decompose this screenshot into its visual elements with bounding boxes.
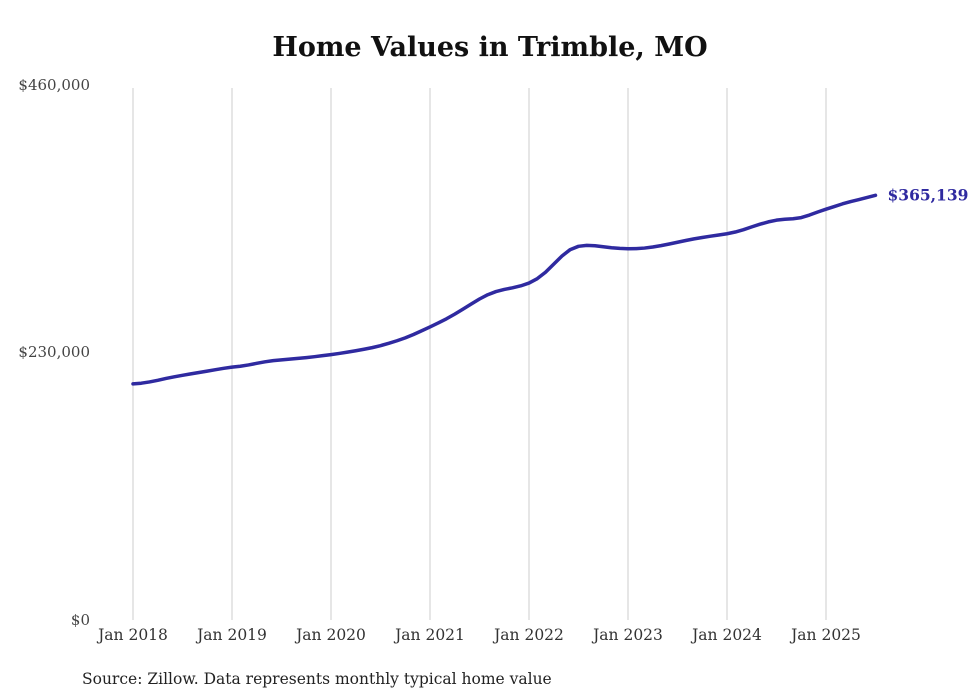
y-axis: $460,000 $230,000 $0: [18, 76, 90, 629]
x-axis: Jan 2018 Jan 2019 Jan 2020 Jan 2021 Jan 2022…: [96, 626, 861, 644]
y-tick-label: $0: [71, 611, 90, 629]
latest-value-label: $365,139: [888, 185, 969, 204]
x-tick-label: Jan 2024: [690, 626, 762, 644]
x-tick-label: Jan 2021: [393, 626, 465, 644]
gridlines: [132, 88, 827, 620]
source-note: Source: Zillow. Data represents monthly …: [82, 670, 552, 688]
x-tick-label: Jan 2019: [195, 626, 267, 644]
x-tick-label: Jan 2020: [294, 626, 366, 644]
x-tick-label: Jan 2025: [789, 626, 861, 644]
y-tick-label: $460,000: [18, 76, 90, 94]
x-tick-label: Jan 2018: [96, 626, 168, 644]
x-tick-label: Jan 2022: [492, 626, 564, 644]
x-tick-label: Jan 2023: [591, 626, 663, 644]
y-tick-label: $230,000: [18, 343, 90, 361]
home-value-line: [131, 193, 878, 386]
chart-title: Home Values in Trimble, MO: [272, 32, 707, 63]
